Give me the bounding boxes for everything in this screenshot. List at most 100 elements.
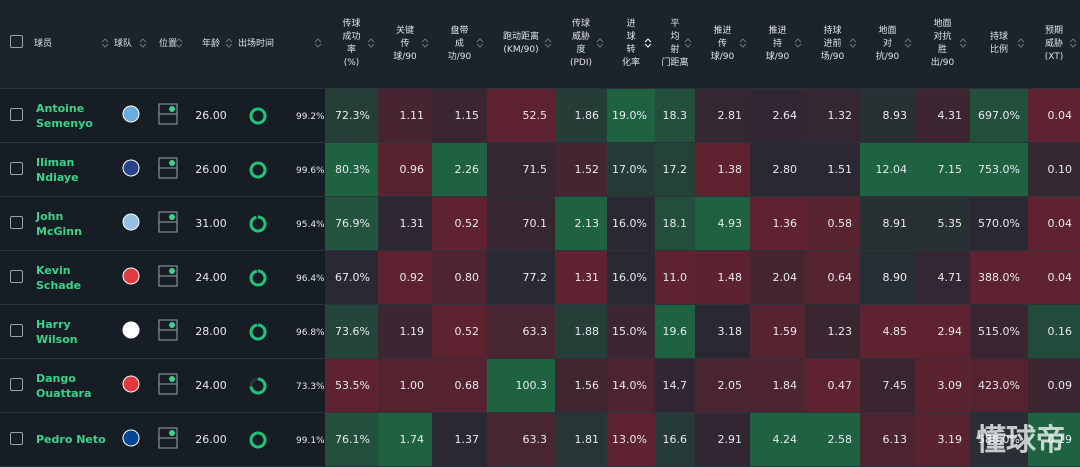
column-header[interactable]: 平 均 射 门距离 <box>655 0 695 89</box>
player-row[interactable]: Kevin Schade 24.00 96.4% 67.0% 0.92 0.80 77.2 1… <box>0 250 1080 305</box>
position-icon <box>150 304 186 359</box>
ring-arc <box>249 431 267 448</box>
stat-cell: 697.0% <box>970 88 1028 143</box>
column-header[interactable]: 位置 <box>150 0 186 89</box>
table-body: Antoine Semenyo 26.00 99.2% 72.3% 1.11 1.15 52… <box>0 88 1080 467</box>
stat-cell: 4.31 <box>915 88 970 143</box>
column-header[interactable]: 推进 持 球/90 <box>750 0 805 89</box>
sort-icon[interactable] <box>101 38 109 48</box>
row-select[interactable] <box>0 142 32 197</box>
age: 26.00 <box>186 412 236 467</box>
position-icon <box>150 358 186 413</box>
stat-cell: 5.35 <box>915 196 970 251</box>
column-header[interactable]: 持球 进前 场/90 <box>805 0 860 89</box>
sort-icon[interactable] <box>644 38 652 48</box>
player-row[interactable]: Antoine Semenyo 26.00 99.2% 72.3% 1.11 1.15 52… <box>0 88 1080 143</box>
select-all[interactable] <box>0 0 32 89</box>
row-select[interactable] <box>0 412 32 467</box>
column-header[interactable]: 跑动距离 (KM/90) <box>487 0 555 89</box>
sort-icon[interactable] <box>314 38 322 48</box>
column-header[interactable]: 预期 威胁 (XT) <box>1028 0 1080 89</box>
row-select[interactable] <box>0 358 32 413</box>
stat-cell: 2.58 <box>805 412 860 467</box>
header-text: 球队 <box>114 38 133 49</box>
sort-icon[interactable] <box>959 38 967 48</box>
player-name[interactable]: Iliman Ndiaye <box>32 142 112 197</box>
column-header[interactable]: 推进 传 球/90 <box>695 0 750 89</box>
sort-icon[interactable] <box>139 38 147 48</box>
sort-icon[interactable] <box>794 38 802 48</box>
minutes-pct: 99.2% <box>296 111 325 122</box>
column-header[interactable]: 地面 对抗 胜 出/90 <box>915 0 970 89</box>
player-row[interactable]: Dango Ouattara 24.00 73.3% 53.5% 1.00 0.68 100… <box>0 358 1080 413</box>
sort-icon[interactable] <box>175 38 183 48</box>
player-name[interactable]: Harry Wilson <box>32 304 112 359</box>
stat-cell: 1.11 <box>378 88 432 143</box>
stat-cell: 17.2 <box>655 142 695 197</box>
column-header[interactable]: 球队 <box>112 0 150 89</box>
minutes-ring <box>249 161 267 178</box>
sort-icon[interactable] <box>739 38 747 48</box>
stat-cell: 1.19 <box>378 304 432 359</box>
header-text: 传球 成功 率 (%) <box>342 19 361 68</box>
column-header[interactable]: 传球 成功 率 (%) <box>325 0 378 89</box>
sort-icon[interactable] <box>476 38 484 48</box>
column-header[interactable]: 传球 威胁 度 (PDI) <box>555 0 607 89</box>
column-header[interactable]: 持球 比例 <box>970 0 1028 89</box>
row-select[interactable] <box>0 196 32 251</box>
column-header[interactable]: 出场时间 <box>236 0 325 89</box>
sort-icon[interactable] <box>849 38 857 48</box>
sort-icon[interactable] <box>421 38 429 48</box>
row-select[interactable] <box>0 304 32 359</box>
sort-icon[interactable] <box>367 38 375 48</box>
stat-cell: 1.84 <box>750 358 805 413</box>
column-header[interactable]: 盘带 成 功/90 <box>432 0 487 89</box>
header-text: 推进 持 球/90 <box>765 25 790 62</box>
stat-cell: 0.04 <box>1028 250 1080 305</box>
sort-icon[interactable] <box>225 38 233 48</box>
player-name[interactable]: Dango Ouattara <box>32 358 112 413</box>
stat-cell: 2.94 <box>915 304 970 359</box>
player-row[interactable]: John McGinn 31.00 95.4% 76.9% 1.31 0.52 70.1 2.… <box>0 196 1080 251</box>
sort-icon[interactable] <box>1017 38 1025 48</box>
sort-icon[interactable] <box>596 38 604 48</box>
player-name[interactable]: Kevin Schade <box>32 250 112 305</box>
ring-arc <box>249 215 267 232</box>
column-header[interactable]: 地面 对 抗/90 <box>860 0 915 89</box>
stat-cell: 8.91 <box>860 196 915 251</box>
sort-icon[interactable] <box>544 38 552 48</box>
minutes-pct: 95.4% <box>296 219 325 230</box>
row-select[interactable] <box>0 88 32 143</box>
stat-cell: 71.5 <box>487 142 555 197</box>
column-header[interactable]: 关键 传 球/90 <box>378 0 432 89</box>
header-text: 平 均 射 门距离 <box>661 19 689 68</box>
player-row[interactable]: Harry Wilson 28.00 96.8% 73.6% 1.19 0.52 63.3 1… <box>0 304 1080 359</box>
player-row[interactable]: Pedro Neto 26.00 99.1% 76.1% 1.74 1.37 63.3 1.8… <box>0 412 1080 467</box>
stat-cell: 1.86 <box>555 88 607 143</box>
header-text: 地面 对 抗/90 <box>875 25 900 62</box>
stat-cell: 12.04 <box>860 142 915 197</box>
row-select[interactable] <box>0 250 32 305</box>
stat-cell: 1.31 <box>378 196 432 251</box>
stat-cell: 52.5 <box>487 88 555 143</box>
sort-icon[interactable] <box>684 38 692 48</box>
minutes-pct: 96.8% <box>296 327 325 338</box>
player-row[interactable]: Iliman Ndiaye 26.00 99.6% 80.3% 0.96 2.26 71.5… <box>0 142 1080 197</box>
column-header[interactable]: 进 球 转 化率 <box>607 0 655 89</box>
column-header[interactable]: 年龄 <box>186 0 236 89</box>
player-name[interactable]: Pedro Neto <box>32 412 112 467</box>
position-icon <box>150 88 186 143</box>
player-name[interactable]: John McGinn <box>32 196 112 251</box>
watermark: 懂球帝 <box>976 423 1066 458</box>
player-name[interactable]: Antoine Semenyo <box>32 88 112 143</box>
header-text: 推进 传 球/90 <box>710 25 735 62</box>
header-text: 地面 对抗 胜 出/90 <box>930 19 955 68</box>
column-header[interactable]: 球员 <box>32 0 112 89</box>
sort-icon[interactable] <box>904 38 912 48</box>
stat-cell: 0.47 <box>805 358 860 413</box>
ring-arc <box>249 323 267 340</box>
sort-icon[interactable] <box>1069 38 1077 48</box>
stat-cell: 423.0% <box>970 358 1028 413</box>
stat-cell: 4.71 <box>915 250 970 305</box>
